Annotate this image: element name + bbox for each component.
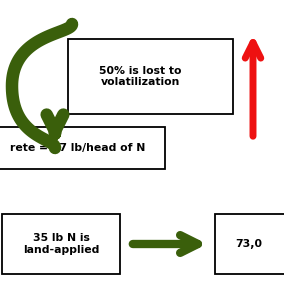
- Text: 35 lb N is
land-applied: 35 lb N is land-applied: [23, 233, 99, 255]
- Text: 73,0: 73,0: [236, 239, 263, 249]
- FancyBboxPatch shape: [215, 214, 284, 274]
- FancyBboxPatch shape: [68, 39, 233, 114]
- FancyBboxPatch shape: [2, 214, 120, 274]
- Text: rete = 77 lb/head of N: rete = 77 lb/head of N: [10, 143, 145, 153]
- FancyBboxPatch shape: [0, 127, 165, 169]
- Text: 50% is lost to
volatilization: 50% is lost to volatilization: [99, 66, 182, 87]
